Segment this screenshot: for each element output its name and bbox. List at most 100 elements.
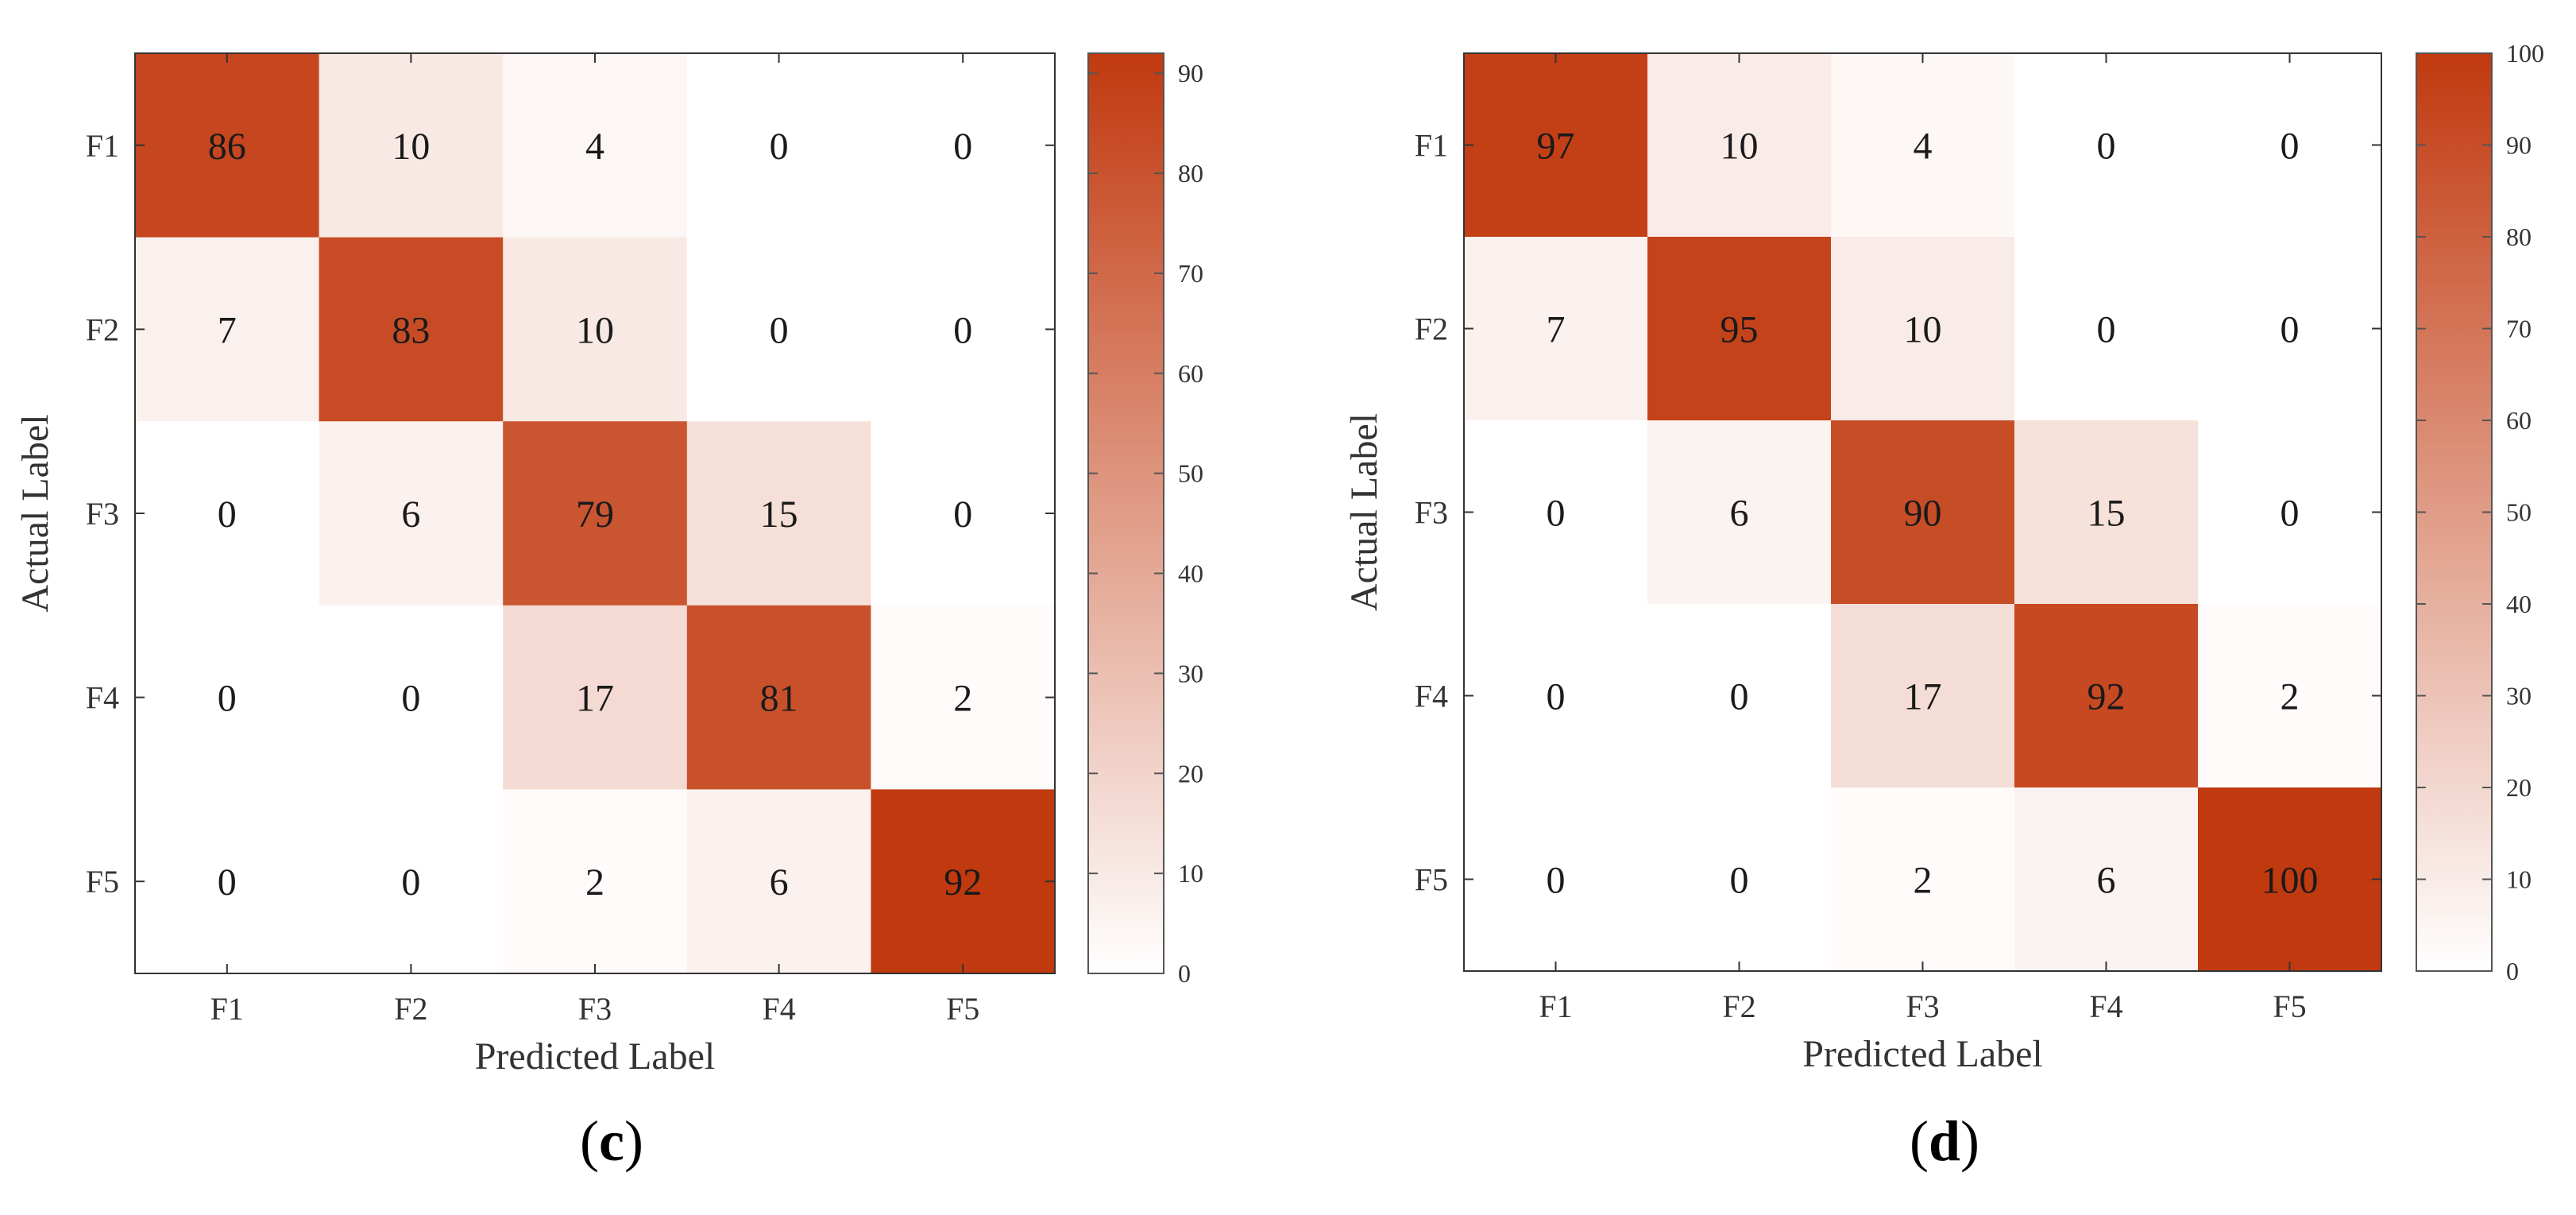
colorbar-tick-label: 30 (1178, 659, 1203, 687)
heatmap-cell (503, 605, 688, 790)
x-tick-label: F1 (1539, 989, 1572, 1024)
y-tick-label: F3 (86, 496, 119, 532)
cell-value: 97 (1537, 126, 1575, 168)
cell-value: 0 (1730, 676, 1749, 718)
heatmap-cell (2014, 787, 2199, 972)
heatmap-cell (135, 605, 320, 790)
cell-value: 0 (2281, 493, 2300, 535)
x-axis-label: Predicted Label (1802, 1033, 2043, 1075)
heatmap-cell (2014, 420, 2199, 605)
cell-value: 0 (953, 309, 972, 351)
colorbar-tick-label: 50 (1178, 459, 1203, 488)
y-tick-label: F3 (1415, 495, 1448, 531)
heatmap-cell (1647, 53, 1832, 238)
heatmap-cell (135, 789, 320, 974)
x-axis-label: Predicted Label (475, 1035, 716, 1078)
cell-value: 7 (1547, 309, 1566, 351)
heatmap-cell (319, 53, 504, 238)
cell-value: 17 (576, 678, 614, 720)
heatmap-cell (135, 237, 320, 422)
cell-value: 0 (770, 126, 789, 168)
cell-value: 95 (1721, 309, 1759, 351)
colorbar (1087, 52, 1164, 974)
cell-value: 2 (585, 861, 604, 904)
cell-value: 0 (1730, 860, 1749, 902)
colorbar-tick-label: 70 (1178, 259, 1203, 288)
heatmap-cell (686, 237, 871, 422)
cell-value: 79 (576, 493, 614, 536)
heatmap-cell (2198, 420, 2382, 605)
cell-value: 0 (218, 493, 237, 536)
colorbar-tick-label: 60 (2506, 406, 2532, 435)
cell-value: 2 (1914, 860, 1933, 902)
caption-d: (d) (1910, 1109, 1980, 1173)
heatmap-cell (2014, 53, 2199, 238)
cell-value: 10 (1904, 309, 1942, 351)
cell-value: 0 (953, 493, 972, 536)
cell-value: 0 (770, 309, 789, 351)
colorbar-tick-label: 80 (2506, 222, 2532, 251)
colorbar-tick-label: 90 (1178, 59, 1203, 87)
y-tick-label: F2 (86, 311, 119, 347)
heatmap-cell (503, 421, 688, 606)
heatmap-cell (2014, 604, 2199, 788)
cell-value: 0 (401, 861, 420, 904)
colorbar (2416, 52, 2493, 972)
y-tick-label: F5 (1415, 862, 1448, 898)
cell-value: 6 (401, 493, 420, 536)
heatmap-cell (2198, 53, 2382, 238)
heatmap-cell (2198, 787, 2382, 972)
cell-value: 83 (392, 309, 430, 351)
colorbar-tick-label: 0 (1178, 959, 1191, 988)
y-axis-label: Actual Label (14, 414, 56, 612)
y-tick-label: F1 (1415, 128, 1448, 164)
colorbar-tick-label: 90 (2506, 131, 2532, 160)
heatmap-cell (1831, 604, 2015, 788)
heatmap-cell (871, 789, 1056, 974)
cell-value: 15 (760, 493, 798, 536)
x-tick-label: F2 (1722, 989, 1755, 1024)
colorbar-tick-label: 10 (1178, 859, 1203, 888)
y-tick-label: F2 (1415, 311, 1448, 347)
heatmap-cell (1464, 237, 1648, 421)
heatmap-cell (1831, 420, 2015, 605)
heatmap-cell (319, 789, 504, 974)
colorbar-tick-label: 70 (2506, 315, 2532, 343)
heatmap-cell (1647, 787, 1832, 972)
heatmap-cell (319, 237, 504, 422)
cell-value: 15 (2087, 493, 2126, 535)
heatmap-cell (319, 605, 504, 790)
colorbar-tick-label: 40 (1178, 559, 1203, 588)
colorbar-tick-label: 60 (1178, 359, 1203, 388)
cell-value: 0 (953, 126, 972, 168)
cell-value: 92 (944, 861, 982, 904)
heatmap-cell (1647, 237, 1832, 421)
cell-value: 6 (2097, 860, 2116, 902)
x-tick-label: F5 (946, 991, 979, 1027)
heatmap-cell (871, 605, 1056, 790)
cell-value: 17 (1904, 676, 1942, 718)
heatmap-cell (1831, 237, 2015, 421)
heatmap-cell (1464, 420, 1648, 605)
colorbar-tick-label: 0 (2506, 957, 2519, 985)
heatmap-cell (1647, 604, 1832, 788)
colorbar-tick-label: 10 (2506, 865, 2532, 894)
y-tick-label: F5 (86, 864, 119, 900)
cell-value: 92 (2087, 676, 2126, 718)
cell-value: 0 (2281, 126, 2300, 168)
heatmap-cell (871, 421, 1056, 606)
cell-value: 4 (585, 126, 604, 168)
x-tick-label: F2 (394, 991, 427, 1027)
heatmap-cell (2198, 237, 2382, 421)
colorbar-tick-label: 80 (1178, 159, 1203, 188)
colorbar-tick-label: 20 (2506, 773, 2532, 802)
y-tick-label: F1 (86, 128, 119, 164)
heatmap-cell (135, 421, 320, 606)
heatmap-cell (503, 237, 688, 422)
colorbar-tick-label: 30 (2506, 682, 2532, 710)
cell-value: 4 (1914, 126, 1933, 168)
cell-value: 10 (576, 309, 614, 351)
heatmap-cell (1464, 604, 1648, 788)
heatmap-cell (871, 53, 1056, 238)
